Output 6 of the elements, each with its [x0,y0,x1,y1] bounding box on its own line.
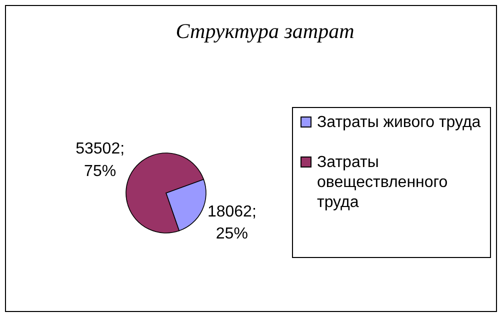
chart-title: Структура затрат [176,19,354,43]
legend-label: Затраты живого труда [317,114,481,131]
data-label: 18062; 25% [207,203,256,243]
pie-slice [126,152,204,234]
data-label: 53502; 75% [76,140,125,180]
legend-label: Затраты овеществленного труда [317,154,448,211]
